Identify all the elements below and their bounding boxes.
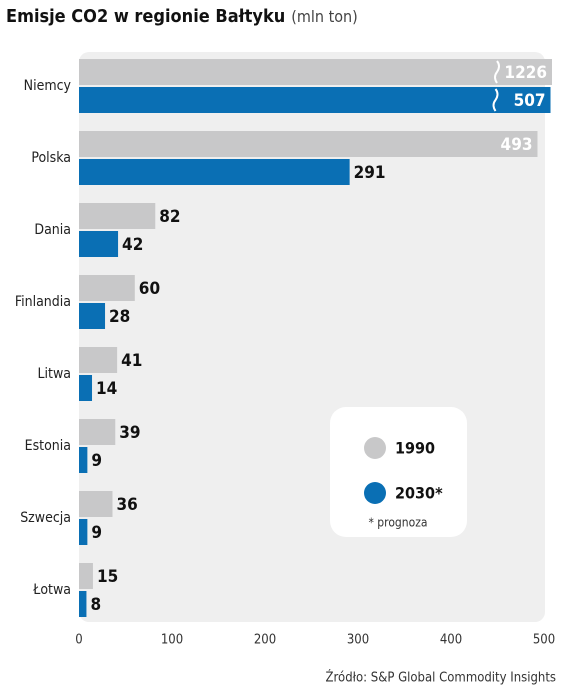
value-label: 14 xyxy=(96,379,117,399)
value-label: 9 xyxy=(91,451,102,471)
bars xyxy=(79,59,552,617)
category-label: Finlandia xyxy=(15,294,71,310)
bar xyxy=(79,203,156,229)
category-label: Niemcy xyxy=(24,78,72,94)
value-label: 28 xyxy=(109,307,130,327)
x-tick-label: 200 xyxy=(254,633,276,648)
bar xyxy=(79,87,551,113)
bar xyxy=(79,563,93,589)
legend-swatch xyxy=(364,437,386,459)
category-label: Szwecja xyxy=(20,510,71,526)
value-label: 291 xyxy=(354,163,386,183)
legend-note: * prognoza xyxy=(368,516,427,530)
value-label: 42 xyxy=(122,235,143,255)
value-label: 8 xyxy=(90,595,101,615)
legend-box xyxy=(330,407,467,537)
value-label: 39 xyxy=(119,423,140,443)
category-label: Polska xyxy=(31,150,71,166)
bar xyxy=(79,303,106,329)
bar xyxy=(79,519,88,545)
x-tick-label: 500 xyxy=(533,633,555,648)
unit: (mln ton) xyxy=(291,7,358,26)
axis-break xyxy=(494,60,500,84)
value-label: 9 xyxy=(91,523,102,543)
bar xyxy=(79,159,350,185)
value-label: 15 xyxy=(97,567,118,587)
value-label: 82 xyxy=(159,207,180,227)
title-text: Emisje CO2 w regionie Bałtyku xyxy=(6,6,285,27)
bar xyxy=(79,375,93,401)
bar xyxy=(79,591,87,617)
legend-label: 1990 xyxy=(395,439,435,458)
x-tick-label: 300 xyxy=(347,633,369,648)
bar xyxy=(79,347,118,373)
bar xyxy=(79,447,88,473)
value-label: 36 xyxy=(116,495,137,515)
bar xyxy=(79,275,135,301)
category-label: Litwa xyxy=(38,366,71,382)
value-label: 41 xyxy=(121,351,142,371)
chart-title: Emisje CO2 w regionie Bałtyku (mln ton) xyxy=(6,6,358,27)
bar xyxy=(79,231,119,257)
x-tick-label: 400 xyxy=(440,633,462,648)
bar xyxy=(79,131,538,157)
axis-break xyxy=(492,88,499,112)
category-label: Estonia xyxy=(25,438,71,454)
source: Źródło: S&P Global Commodity Insights xyxy=(326,670,556,686)
value-label: 1226 xyxy=(504,63,547,83)
bar xyxy=(79,419,116,445)
x-tick-label: 0 xyxy=(75,633,82,648)
value-label: 60 xyxy=(139,279,160,299)
value-label: 493 xyxy=(501,135,533,155)
x-tick-label: 100 xyxy=(161,633,183,648)
category-label: Łotwa xyxy=(32,582,71,598)
bar xyxy=(79,59,552,85)
legend-swatch xyxy=(364,482,386,504)
bar xyxy=(79,491,113,517)
value-label: 507 xyxy=(514,91,546,111)
category-label: Dania xyxy=(34,222,71,238)
legend-label: 2030* xyxy=(395,484,443,503)
